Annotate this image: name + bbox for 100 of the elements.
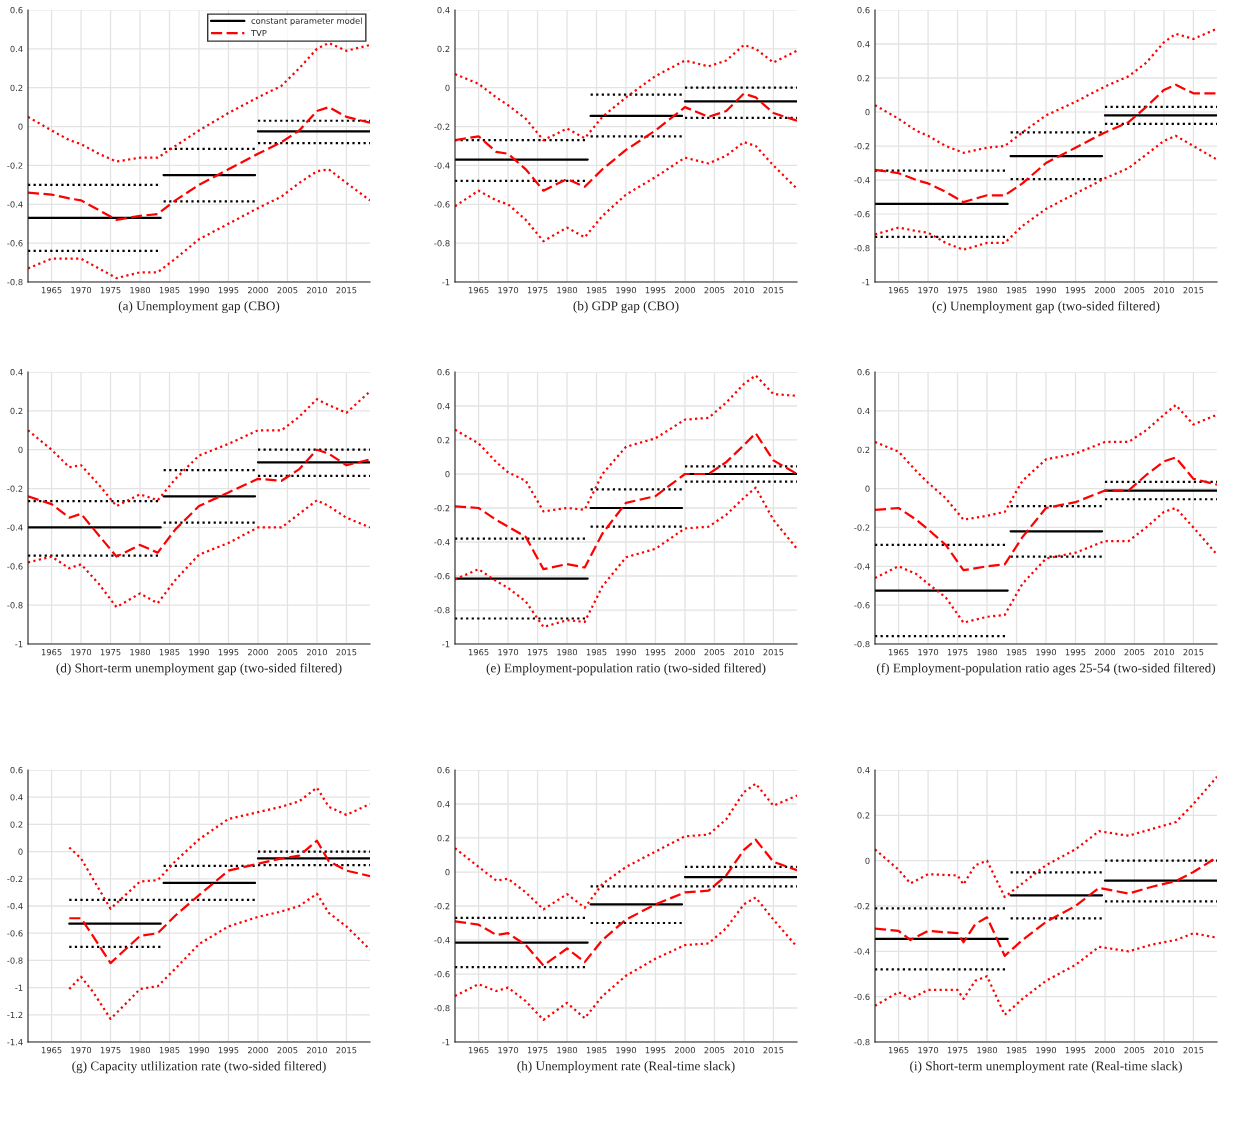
x-tick-label: 2010 <box>733 649 754 656</box>
x-tick-label: 1990 <box>189 287 210 294</box>
text: (e) Employment-population ratio (two-sided filtered) <box>486 663 766 676</box>
y-tick-label: -0.8 <box>7 278 23 286</box>
y-tick-label: 0.2 <box>10 407 23 415</box>
line-series <box>455 896 797 1022</box>
x-tick-label: 2010 <box>733 287 754 294</box>
x-tick-label: 1995 <box>645 1047 666 1054</box>
x-tick-label: 2015 <box>763 649 784 656</box>
line-series <box>875 83 1217 204</box>
x-tick-label: 1995 <box>645 287 666 294</box>
x-tick-label: 1985 <box>159 287 180 294</box>
y-tick-label: 0.6 <box>437 368 450 376</box>
y-tick-label: -0.4 <box>854 563 870 570</box>
x-tick-label: 1980 <box>977 287 998 294</box>
x-tick-label: 1990 <box>616 287 637 294</box>
x-tick-label: 1970 <box>71 287 92 294</box>
line-series <box>455 782 797 911</box>
y-tick-label: -0.8 <box>7 602 23 609</box>
y-tick-label: -1 <box>442 1039 450 1046</box>
y-tick-label: 0.4 <box>857 407 870 415</box>
x-tick-label: 1965 <box>888 649 909 656</box>
y-tick-label: 0.6 <box>437 766 450 774</box>
x-tick-label: 1990 <box>189 649 210 656</box>
y-tick-label: -0.2 <box>854 142 870 150</box>
y-tick-label: -0.6 <box>7 930 23 937</box>
line-series <box>455 43 797 142</box>
y-tick-label: -0.2 <box>854 524 870 531</box>
x-tick-label: 1980 <box>557 287 578 294</box>
x-tick-label: 2005 <box>1124 287 1145 294</box>
y-tick-label: 0.4 <box>10 794 23 801</box>
x-tick-label: 2000 <box>247 1047 269 1054</box>
line-series <box>28 448 370 558</box>
x-tick-label: 1985 <box>159 649 180 656</box>
y-tick-label: -0.6 <box>434 572 450 580</box>
x-tick-label: 2000 <box>247 287 269 294</box>
x-tick-label: 2005 <box>277 287 298 294</box>
x-tick-label: 1985 <box>1006 1047 1027 1054</box>
x-tick-label: 1995 <box>645 649 666 656</box>
x-tick-label: 1975 <box>947 287 968 294</box>
y-tick-label: 0.4 <box>437 402 450 410</box>
y-tick-label: 0 <box>18 123 23 130</box>
x-tick-label: 1980 <box>130 1047 151 1054</box>
x-tick-label: 2000 <box>1094 1047 1116 1054</box>
line-series <box>875 134 1217 251</box>
x-tick-label: 1975 <box>100 1047 121 1054</box>
y-tick-label: 0.4 <box>10 45 23 53</box>
x-tick-label: 1975 <box>947 649 968 656</box>
line-series <box>28 106 370 221</box>
x-tick-label: 1965 <box>41 1047 62 1054</box>
y-tick-label: -1 <box>862 279 870 286</box>
y-tick-label: -1.2 <box>7 1011 23 1018</box>
text: (f) Employment-population ratio ages 25-54 (two-sided filtered) <box>876 663 1216 676</box>
y-tick-label: -0.4 <box>854 948 870 955</box>
line-series <box>875 856 1217 957</box>
y-tick-label: -0.6 <box>854 602 870 609</box>
y-tick-label: -0.2 <box>854 902 870 910</box>
x-tick-label: 2015 <box>763 287 784 294</box>
y-tick-label: -1 <box>442 641 450 648</box>
y-tick-label: -0.4 <box>434 936 450 944</box>
y-tick-label: 0 <box>18 446 23 453</box>
line-series <box>68 892 370 1020</box>
x-tick-label: 1990 <box>616 649 637 656</box>
x-tick-label: 1995 <box>1065 287 1086 294</box>
y-tick-label: -1 <box>442 279 450 286</box>
x-tick-label: 1985 <box>586 1047 607 1054</box>
x-tick-label: 1970 <box>498 649 519 656</box>
x-tick-label: 1965 <box>41 649 62 656</box>
y-tick-label: -0.2 <box>434 504 450 512</box>
y-tick-label: -0.8 <box>7 957 23 964</box>
x-tick-label: 1975 <box>947 1047 968 1054</box>
x-tick-label: 1995 <box>1065 1047 1086 1054</box>
line-series <box>68 786 370 910</box>
line-series <box>28 41 370 163</box>
x-tick-label: 1965 <box>41 287 62 294</box>
x-tick-label: 2010 <box>306 287 327 294</box>
y-tick-label: 0.2 <box>857 812 870 819</box>
y-tick-label: -0.6 <box>434 970 450 978</box>
line-series <box>68 839 370 965</box>
text: (b) GDP gap (CBO) <box>573 301 679 314</box>
x-tick-label: 1975 <box>527 287 548 294</box>
x-tick-label: 1970 <box>498 287 519 294</box>
y-tick-label: -0.6 <box>434 201 450 208</box>
x-tick-label: 1980 <box>977 649 998 656</box>
x-tick-label: 2010 <box>1153 649 1174 656</box>
x-tick-label: 2010 <box>306 1047 327 1054</box>
y-tick-label: -0.2 <box>7 162 23 169</box>
y-tick-label: 0 <box>18 848 23 855</box>
x-tick-label: 1995 <box>1065 649 1086 656</box>
x-tick-label: 2015 <box>336 1047 357 1054</box>
y-tick-label: -1.4 <box>7 1039 23 1046</box>
x-tick-label: 1980 <box>130 287 151 294</box>
y-tick-label: 0 <box>445 868 450 876</box>
x-tick-label: 1985 <box>1006 287 1027 294</box>
x-tick-label: 1995 <box>218 287 239 294</box>
x-tick-label: 1985 <box>159 1047 180 1054</box>
y-tick-label: 0.4 <box>10 368 23 376</box>
x-tick-label: 1975 <box>100 649 121 656</box>
x-tick-label: 2015 <box>763 1047 784 1054</box>
x-tick-label: 1995 <box>218 649 239 656</box>
